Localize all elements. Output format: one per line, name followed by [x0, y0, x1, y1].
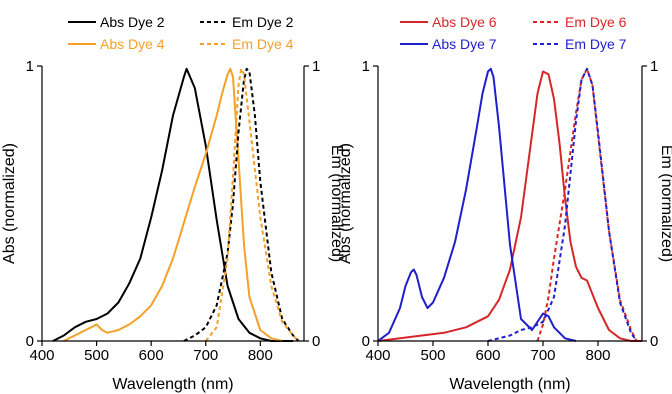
- y-axis-label: Abs (normalized): [1, 143, 18, 264]
- y-tick-label: 1: [26, 58, 34, 75]
- x-tick-label: 400: [365, 347, 390, 364]
- legend-label: Em Dye 2: [232, 14, 294, 30]
- x-tick-label: 400: [29, 347, 54, 364]
- y-tick-label: 0: [362, 333, 370, 350]
- series-line-abs-dye-4: [63, 67, 283, 342]
- x-axis-label: Wavelength (nm): [112, 376, 233, 393]
- y2-tick-label: 0: [312, 333, 320, 350]
- legend-label: Em Dye 4: [232, 36, 294, 52]
- legend-label: Abs Dye 2: [100, 14, 165, 30]
- series-line-abs-dye-6: [377, 70, 642, 342]
- x-tick-label: 500: [420, 347, 445, 364]
- y2-tick-label: 0: [650, 333, 658, 350]
- series-line-abs-dye-2: [52, 67, 294, 342]
- legend-label: Abs Dye 4: [100, 36, 165, 52]
- legend-label: Em Dye 6: [565, 14, 627, 30]
- series-line-em-dye-4: [205, 67, 300, 342]
- legend-label: Em Dye 7: [565, 36, 627, 52]
- series-line-abs-dye-7: [377, 67, 577, 342]
- series-line-em-dye-7: [487, 67, 638, 342]
- legend-label: Abs Dye 7: [432, 36, 497, 52]
- y2-axis-label: Em (normalized): [328, 145, 345, 262]
- y2-tick-label: 1: [650, 58, 658, 75]
- y2-axis-label: Em (normalized): [658, 145, 672, 262]
- x-tick-label: 600: [139, 347, 164, 364]
- y-tick-label: 0: [26, 333, 34, 350]
- x-tick-label: 500: [84, 347, 109, 364]
- x-tick-label: 700: [193, 347, 218, 364]
- x-axis-label: Wavelength (nm): [449, 376, 570, 393]
- y-tick-label: 1: [362, 58, 370, 75]
- x-tick-label: 700: [530, 347, 555, 364]
- x-tick-label: 800: [585, 347, 610, 364]
- x-tick-label: 600: [475, 347, 500, 364]
- x-tick-label: 800: [248, 347, 273, 364]
- legend-label: Abs Dye 6: [432, 14, 497, 30]
- y-axis-label: Abs (normalized): [337, 143, 354, 264]
- chart-right: 400 500 600 700 800 0 1 0 1 Wavelength (nm) Abs (n…: [337, 14, 672, 393]
- series-line-em-dye-2: [183, 67, 300, 342]
- y2-tick-label: 1: [312, 58, 320, 75]
- chart-left: 400 500 600 700 800 0 1 0 1 Wavelength (nm) Abs (n…: [1, 14, 345, 393]
- series-line-em-dye-6: [536, 67, 638, 342]
